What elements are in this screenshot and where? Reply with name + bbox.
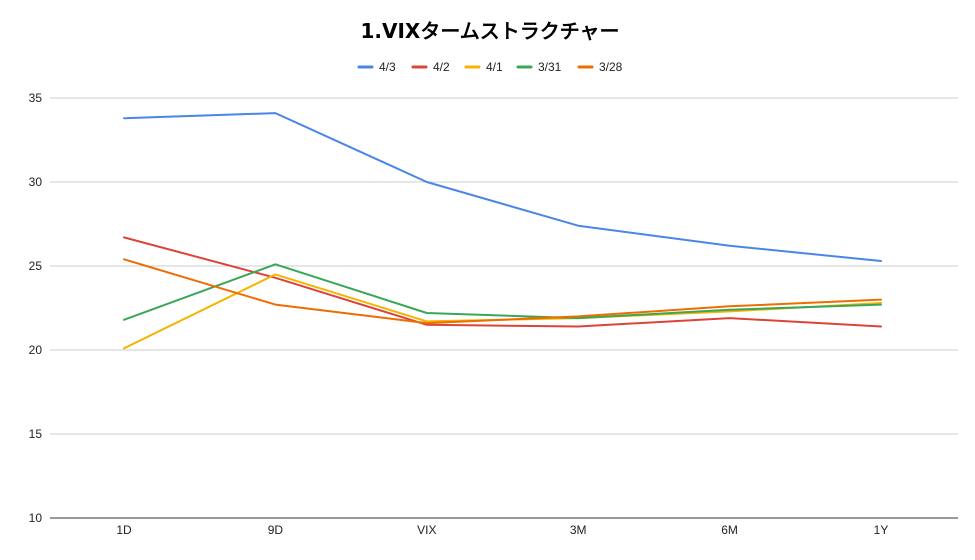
y-tick-label: 10 bbox=[29, 511, 43, 525]
y-tick-label: 15 bbox=[29, 427, 43, 441]
x-tick-label: 9D bbox=[268, 523, 284, 537]
y-tick-label: 20 bbox=[29, 343, 43, 357]
legend-label: 3/31 bbox=[538, 60, 562, 74]
x-tick-label: 1D bbox=[116, 523, 132, 537]
x-tick-label: 6M bbox=[721, 523, 738, 537]
series-lines bbox=[123, 112, 882, 350]
series-line-3-31 bbox=[123, 263, 882, 321]
y-tick-label: 30 bbox=[29, 175, 43, 189]
x-tick-label: 1Y bbox=[874, 523, 889, 537]
legend: 4/3 4/2 4/1 3/31 3/28 bbox=[357, 60, 623, 74]
legend-label: 4/2 bbox=[433, 60, 450, 74]
series-line-4-2 bbox=[123, 236, 882, 328]
chart-title: 1.VIXタームストラクチャー bbox=[360, 19, 619, 43]
y-axis-ticks: 10 15 20 25 30 35 bbox=[29, 91, 43, 525]
legend-label: 4/3 bbox=[379, 60, 396, 74]
legend-label: 4/1 bbox=[486, 60, 503, 74]
x-tick-label: VIX bbox=[417, 523, 436, 537]
y-tick-label: 25 bbox=[29, 259, 43, 273]
series-line-4-3 bbox=[123, 112, 882, 262]
series-line-4-1 bbox=[123, 273, 882, 350]
series-line-3-28 bbox=[123, 258, 882, 325]
x-axis-ticks: 1D 9D VIX 3M 6M 1Y bbox=[116, 523, 888, 537]
legend-label: 3/28 bbox=[599, 60, 623, 74]
y-tick-label: 35 bbox=[29, 91, 43, 105]
x-tick-label: 3M bbox=[570, 523, 587, 537]
gridlines bbox=[50, 97, 958, 519]
